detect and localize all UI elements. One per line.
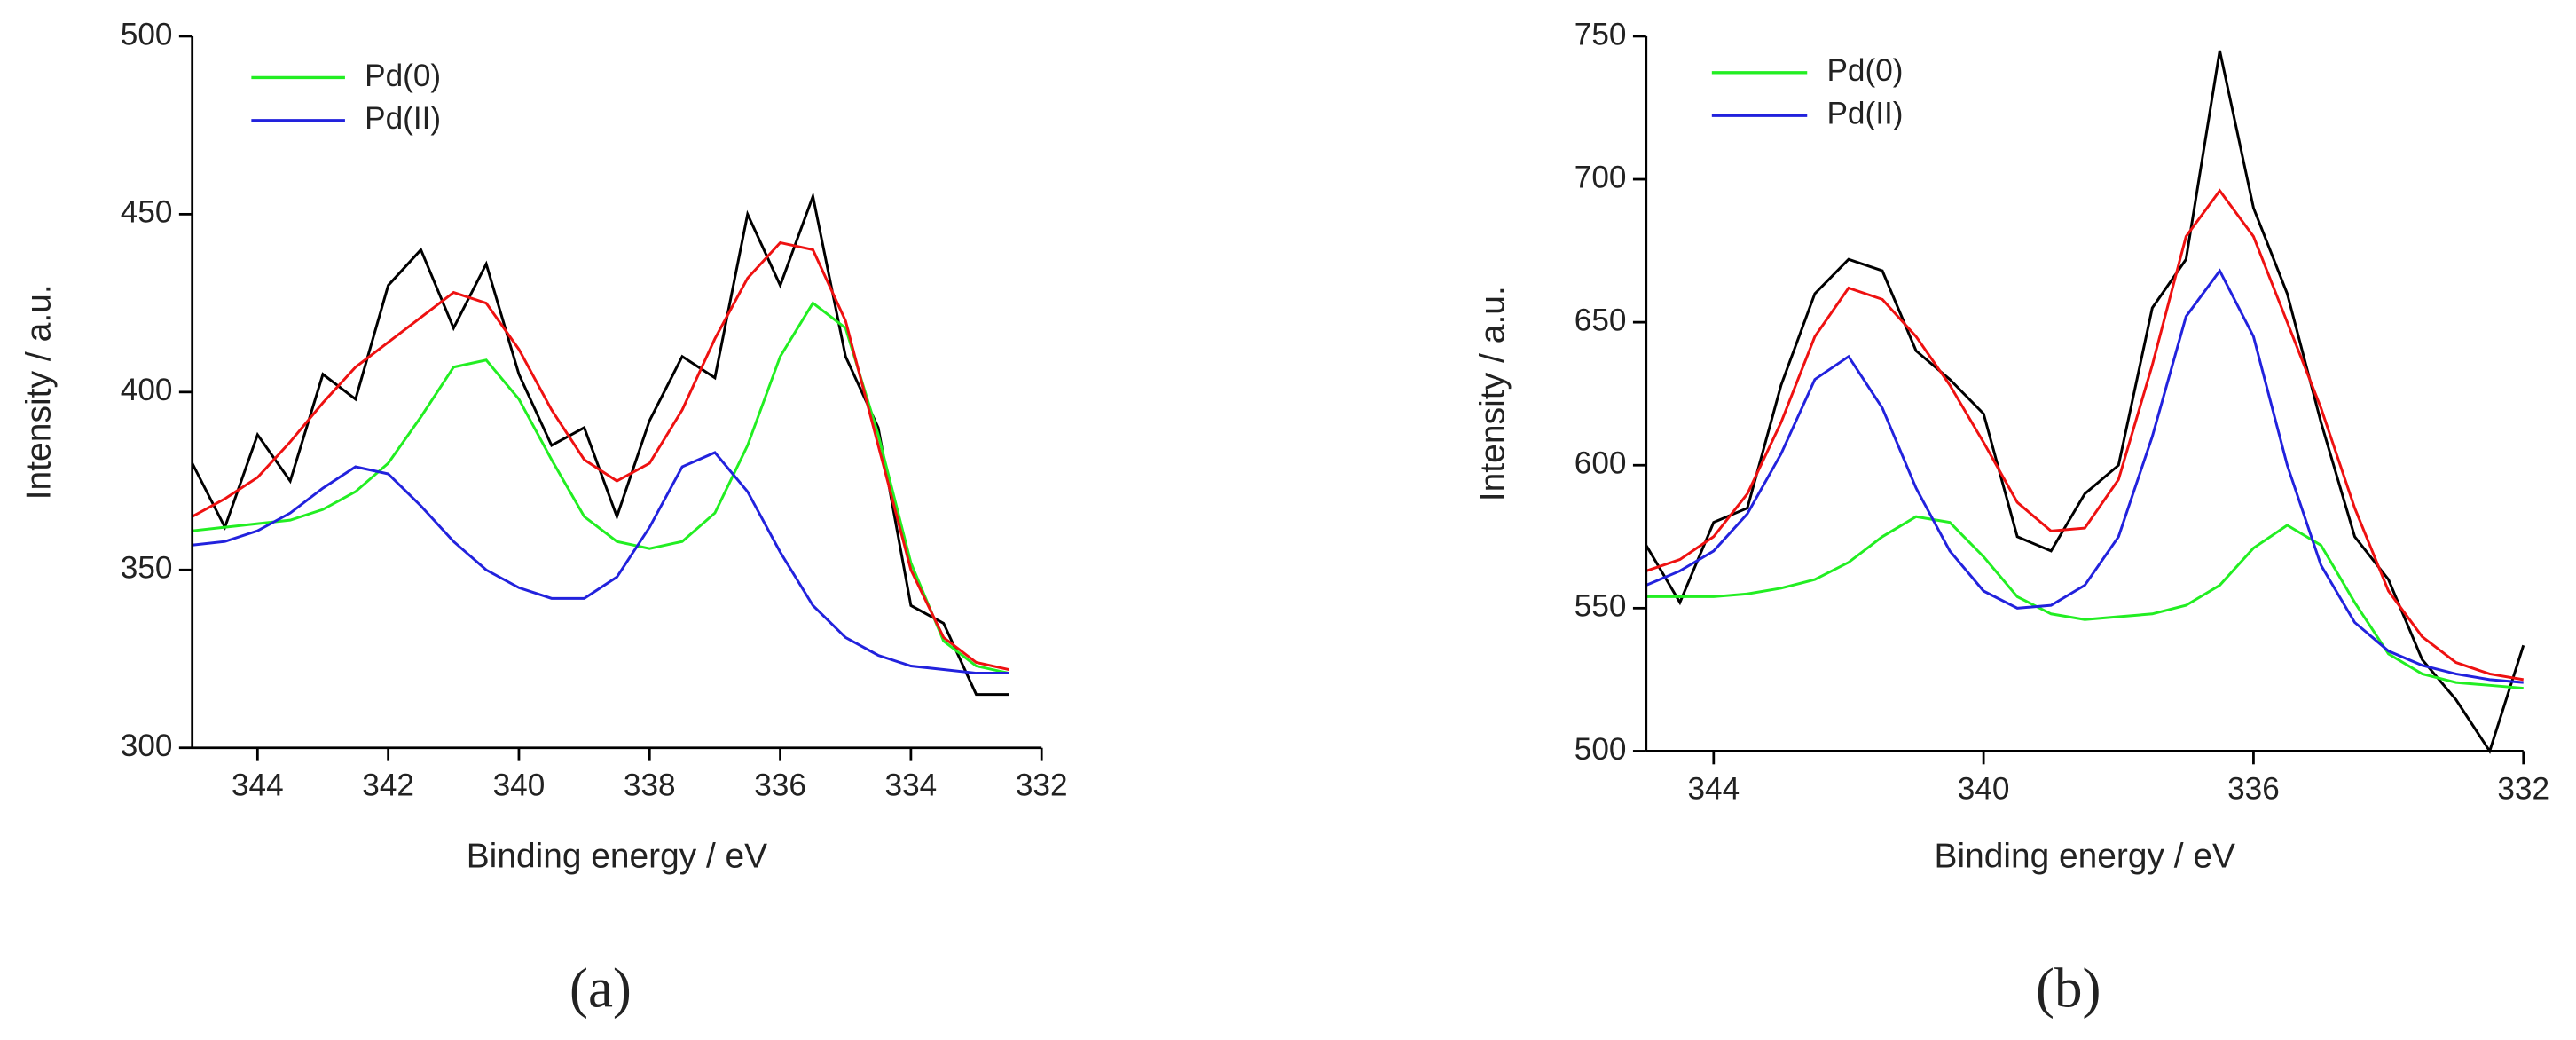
series-line <box>1645 268 2524 684</box>
series-line <box>191 191 1009 697</box>
x-tick-label: 338 <box>624 768 676 803</box>
y-tick-label: 400 <box>121 373 173 407</box>
series-line <box>192 301 1009 674</box>
y-tick-label: 550 <box>1575 589 1627 624</box>
panel-label: (b) <box>2036 957 2101 1019</box>
y-tick-label: 350 <box>121 551 173 586</box>
legend-label: Pd(II) <box>365 101 441 136</box>
x-tick-label: 340 <box>493 768 546 803</box>
panel-label: (a) <box>569 957 632 1019</box>
x-tick-label: 332 <box>1016 768 1068 803</box>
series-line <box>192 451 1009 675</box>
x-tick-label: 332 <box>2497 771 2549 806</box>
y-tick-label: 450 <box>121 195 173 230</box>
y-axis-label: Intensity / a.u. <box>20 284 59 500</box>
series-line <box>1645 50 2525 754</box>
y-tick-label: 500 <box>1575 732 1627 767</box>
y-tick-label: 700 <box>1575 160 1627 194</box>
x-tick-label: 344 <box>1687 771 1740 806</box>
x-tick-label: 342 <box>362 768 414 803</box>
y-tick-label: 500 <box>121 17 173 51</box>
series-line <box>1645 515 2524 690</box>
x-tick-label: 334 <box>885 768 938 803</box>
x-tick-label: 336 <box>2227 771 2280 806</box>
legend-label: Pd(0) <box>365 59 441 93</box>
y-tick-label: 600 <box>1575 446 1627 481</box>
legend-label: Pd(0) <box>1826 53 1903 88</box>
x-axis-label: Binding energy / eV <box>1935 838 2235 876</box>
y-tick-label: 650 <box>1575 303 1627 337</box>
x-tick-label: 344 <box>232 768 284 803</box>
x-axis-label: Binding energy / eV <box>467 838 767 876</box>
legend-label: Pd(II) <box>1826 96 1903 130</box>
series-line <box>191 240 1009 671</box>
series-line <box>1645 188 2524 682</box>
x-tick-label: 340 <box>1958 771 2010 806</box>
x-tick-label: 336 <box>754 768 806 803</box>
y-tick-label: 750 <box>1575 17 1627 51</box>
y-tick-label: 300 <box>121 729 173 763</box>
y-axis-label: Intensity / a.u. <box>1474 286 1512 501</box>
